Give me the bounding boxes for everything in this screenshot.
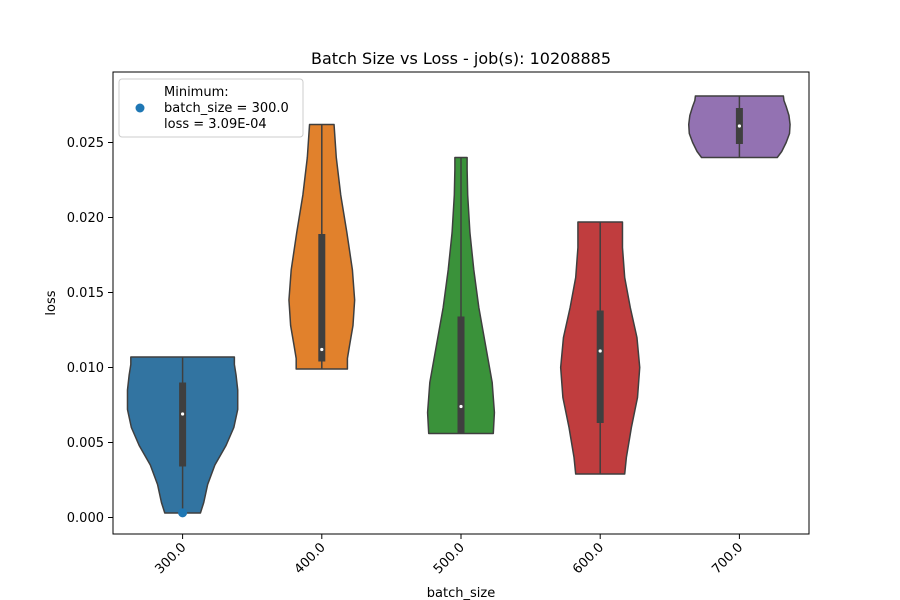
violin-iqr-box <box>457 316 465 434</box>
legend-line-batch-size: batch_size = 300.0 <box>164 101 289 116</box>
legend-line-loss: loss = 3.09E-04 <box>164 117 267 132</box>
y-tick-label: 0.000 <box>67 511 104 526</box>
y-axis-label: loss <box>44 290 59 315</box>
violin-iqr-box <box>318 234 326 362</box>
y-tick-label: 0.015 <box>67 286 104 301</box>
legend-line-heading: Minimum: <box>164 85 229 100</box>
violin-median-point <box>320 347 324 352</box>
y-tick-label: 0.025 <box>67 136 104 151</box>
violin-iqr-box <box>596 310 604 423</box>
y-tick-label: 0.010 <box>67 361 104 376</box>
chart-title: Batch Size vs Loss - job(s): 10208885 <box>311 49 611 68</box>
legend-marker <box>135 103 145 113</box>
y-tick-label: 0.020 <box>67 211 104 226</box>
y-tick-label: 0.005 <box>67 436 104 451</box>
violin-700.0 <box>687 95 791 159</box>
violin-median-point <box>459 404 463 409</box>
violin-median-point <box>737 124 742 128</box>
legend: Minimum: batch_size = 300.0 loss = 3.09E… <box>118 78 304 138</box>
violin-600.0 <box>559 221 641 475</box>
x-axis-label: batch_size <box>427 586 495 600</box>
legend-box <box>118 78 304 138</box>
violin-400.0 <box>288 123 356 370</box>
violin-300.0 <box>126 356 239 514</box>
minimum-marker-layer <box>178 508 188 518</box>
minimum-point <box>178 508 188 518</box>
violin-median-point <box>181 412 185 416</box>
y-axis: 0.000 0.005 0.010 0.015 0.020 0.025 <box>67 136 113 526</box>
violins-layer <box>126 95 791 514</box>
violin-500.0 <box>426 156 496 435</box>
violin-median-point <box>598 349 602 353</box>
violin-iqr-box <box>179 382 187 467</box>
